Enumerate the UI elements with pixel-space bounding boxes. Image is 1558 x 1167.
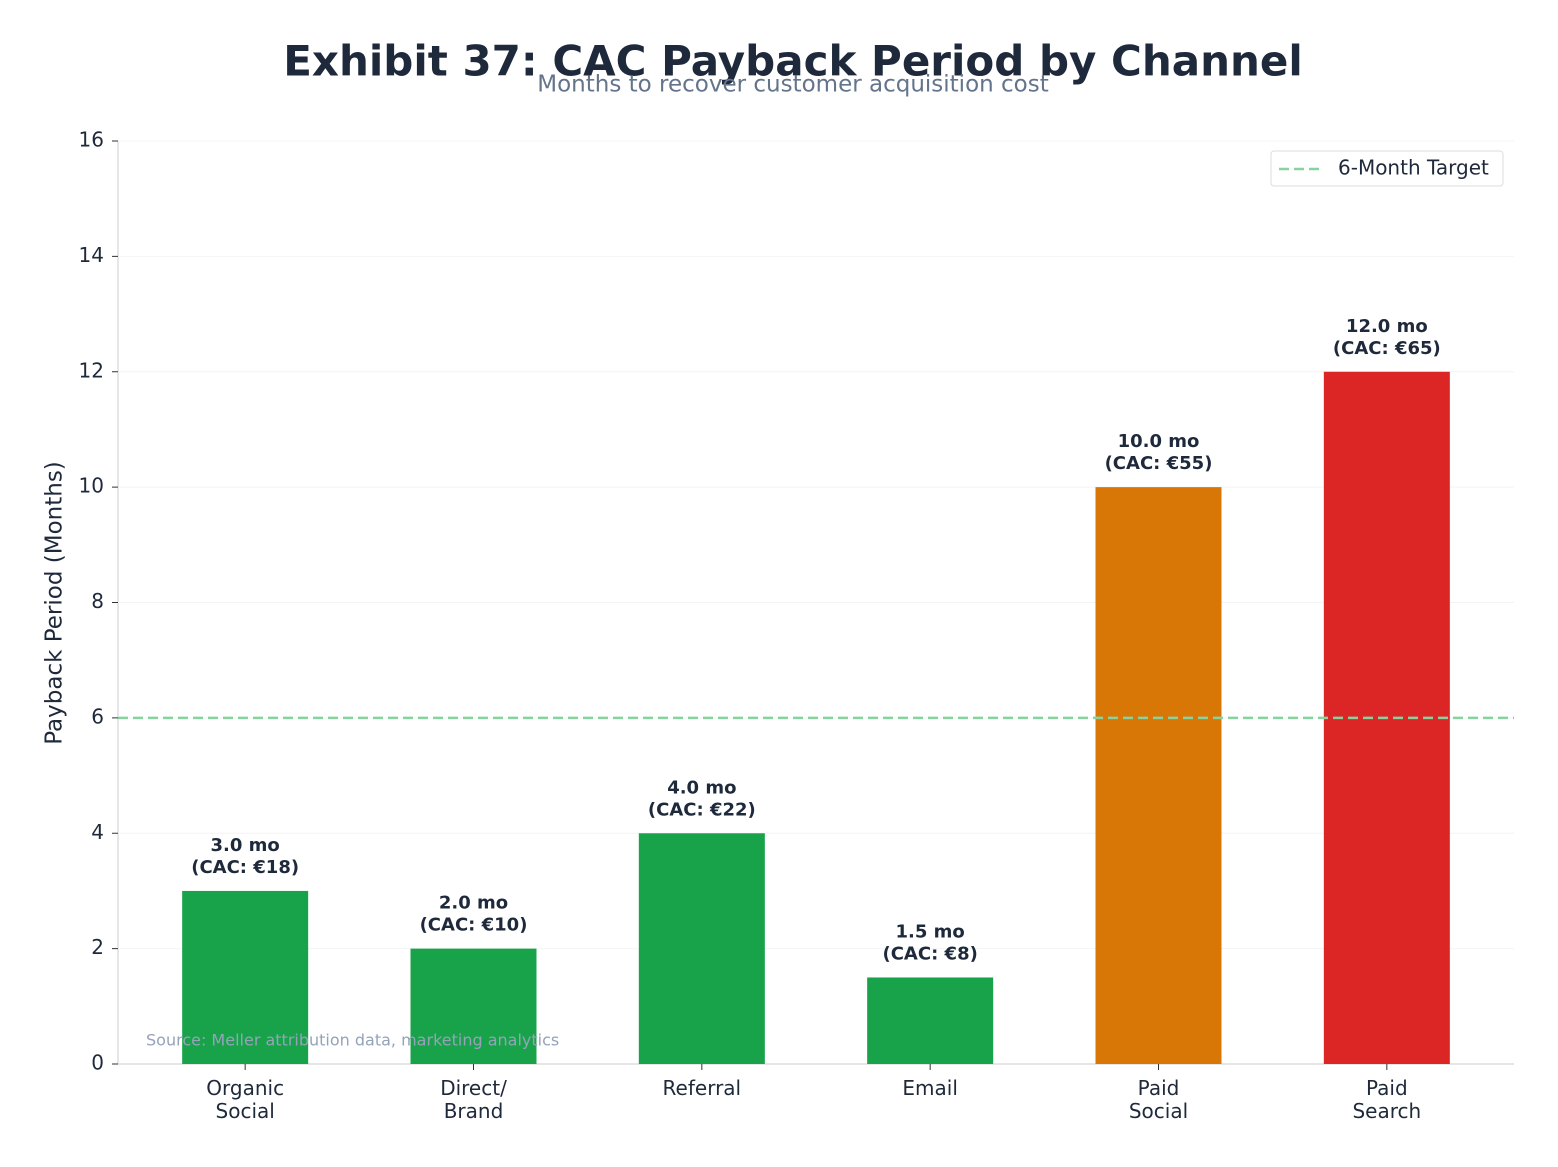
x-tick-label-line: Social: [1129, 1099, 1188, 1123]
value-label-line: (CAC: €8): [883, 943, 978, 964]
bar: [867, 977, 994, 1064]
x-tick-label-line: Email: [902, 1076, 958, 1100]
bar: [182, 890, 309, 1064]
source-note: Source: Meller attribution data, marketi…: [146, 1031, 559, 1050]
value-label-line: 3.0 mo: [211, 835, 280, 856]
value-label-line: 12.0 mo: [1346, 316, 1428, 337]
x-tick-label-line: Organic: [206, 1076, 284, 1100]
value-label-line: (CAC: €65): [1333, 338, 1441, 359]
value-label: 3.0 mo (CAC: €18): [191, 835, 299, 878]
x-tick-label: Paid Search: [1352, 1076, 1421, 1123]
x-tick-label-line: Social: [216, 1099, 275, 1123]
value-label: 1.5 mo (CAC: €8): [883, 921, 978, 964]
y-tick-label: 14: [79, 243, 104, 267]
x-tick-label: Direct/Brand: [440, 1076, 507, 1123]
y-tick-label: 10: [79, 474, 104, 498]
value-label-line: (CAC: €18): [191, 857, 299, 878]
x-tick-label-line: Brand: [444, 1099, 504, 1123]
value-label-line: (CAC: €55): [1105, 453, 1213, 474]
y-axis-label: Payback Period (Months): [42, 461, 68, 745]
x-tick-label-line: Direct/: [440, 1076, 507, 1100]
y-tick-label: 2: [91, 935, 104, 959]
y-tick-label: 12: [79, 358, 104, 382]
value-label: 2.0 mo (CAC: €10): [420, 893, 528, 936]
x-tick-label: Email: [902, 1076, 958, 1100]
value-label-line: (CAC: €10): [420, 915, 528, 936]
y-tick-label: 8: [91, 589, 104, 613]
bar: [1095, 487, 1222, 1064]
x-tick-label-line: Paid: [1366, 1076, 1408, 1100]
legend-label: 6-Month Target: [1338, 156, 1489, 180]
y-tick-label: 4: [91, 820, 104, 844]
y-tick-label: 6: [91, 704, 104, 728]
value-label-line: 2.0 mo: [439, 893, 508, 914]
value-label-line: 1.5 mo: [896, 921, 965, 942]
bar: [638, 833, 765, 1064]
x-tick-label-line: Referral: [663, 1076, 742, 1100]
value-label: 4.0 mo (CAC: €22): [648, 777, 756, 820]
x-tick-label: Organic Social: [206, 1076, 284, 1123]
y-tick-label: 0: [91, 1051, 104, 1075]
bar: [410, 948, 537, 1064]
value-label-line: 4.0 mo: [667, 777, 736, 798]
value-label-line: 10.0 mo: [1118, 431, 1200, 452]
chart-title: Exhibit 37: CAC Payback Period by Channe…: [283, 37, 1303, 86]
y-tick-label: 16: [79, 128, 104, 152]
x-tick-label-line: Paid: [1138, 1076, 1180, 1100]
x-tick-label: Referral: [663, 1076, 742, 1100]
x-tick-label: Paid Social: [1129, 1076, 1188, 1123]
legend-box: [1270, 150, 1504, 187]
value-label: 12.0 mo (CAC: €65): [1333, 316, 1441, 359]
value-label-line: (CAC: €22): [648, 799, 756, 820]
chart-subtitle: Months to recover customer acquisition c…: [537, 72, 1049, 98]
x-tick-label-line: Search: [1352, 1099, 1421, 1123]
value-label: 10.0 mo (CAC: €55): [1105, 431, 1213, 474]
